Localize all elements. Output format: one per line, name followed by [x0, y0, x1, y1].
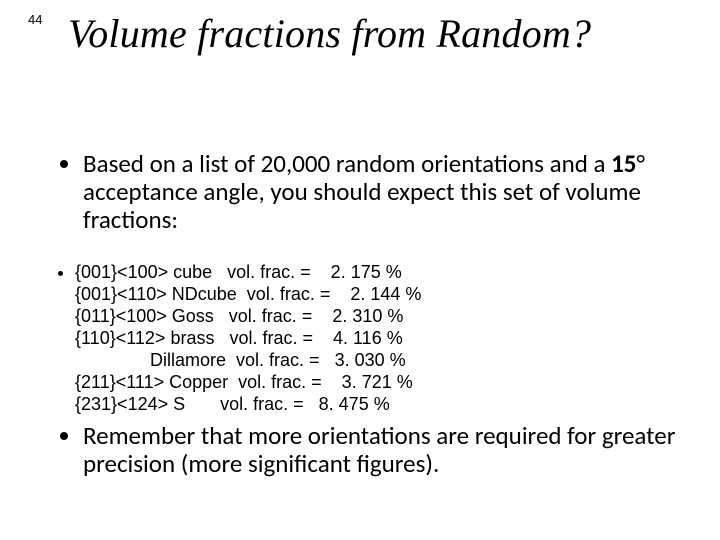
vf-line-s: {231}<124> S vol. frac. = 8. 475 %	[75, 394, 680, 416]
vf-line-cube: {001}<100> cube vol. frac. = 2. 175 %	[75, 262, 680, 284]
vf-line-dillamore: Dillamore vol. frac. = 3. 030 %	[75, 350, 680, 372]
vf-line-copper: {211}<111> Copper vol. frac. = 3. 721 %	[75, 372, 680, 394]
slide-body: Based on a list of 20,000 random orienta…	[55, 150, 680, 478]
acceptance-angle-value: 15	[611, 148, 636, 179]
volume-fraction-item: {001}<100> cube vol. frac. = 2. 175 % {0…	[75, 262, 680, 416]
degree-symbol: °	[636, 148, 644, 179]
vf-line-brass: {110}<112> brass vol. frac. = 4. 116 %	[75, 328, 680, 350]
bullet-intro: Based on a list of 20,000 random orienta…	[83, 150, 680, 234]
vf-line-ndcube: {001}<110> NDcube vol. frac. = 2. 144 %	[75, 284, 680, 306]
slide: 44 Volume fractions from Random? Based o…	[0, 0, 720, 540]
bullet-intro-post: acceptance angle, you should expect this…	[83, 176, 641, 235]
outer-list-2: Remember that more orientations are requ…	[55, 422, 680, 478]
bullet-intro-pre: Based on a list of 20,000 random orienta…	[83, 148, 611, 179]
outer-list: Based on a list of 20,000 random orienta…	[55, 150, 680, 234]
inner-list: {001}<100> cube vol. frac. = 2. 175 % {0…	[51, 262, 680, 416]
page-number: 44	[28, 12, 42, 27]
slide-title: Volume fractions from Random?	[68, 10, 700, 57]
vf-line-goss: {011}<100> Goss vol. frac. = 2. 310 %	[75, 306, 680, 328]
bullet-remember: Remember that more orientations are requ…	[83, 422, 680, 478]
